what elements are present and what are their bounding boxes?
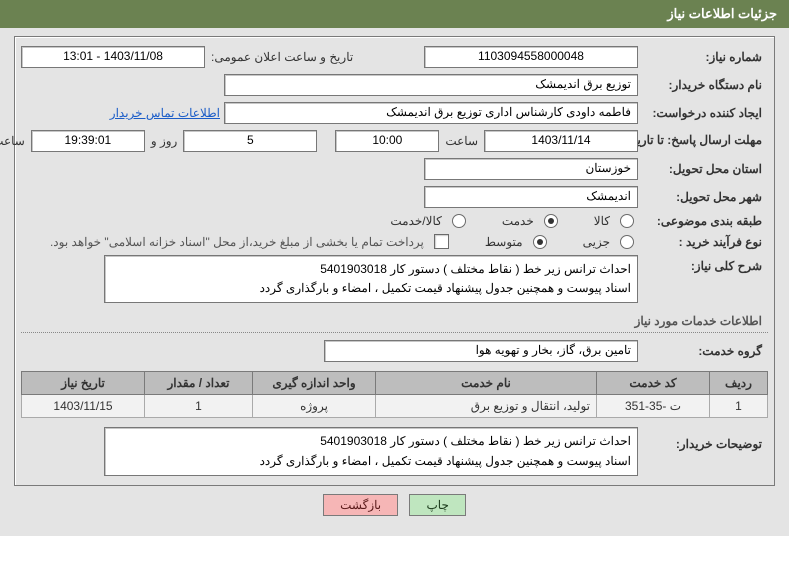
opt-goods: کالا — [588, 214, 616, 228]
th-code: کد خدمت — [597, 372, 710, 395]
opt-medium: متوسط — [479, 235, 529, 249]
radio-goods-service[interactable] — [452, 214, 466, 228]
checkbox-treasury[interactable] — [434, 234, 449, 249]
td-name: تولید، انتقال و توزیع برق — [376, 395, 597, 418]
days-label: روز و — [145, 134, 184, 148]
proc-type-label: نوع فرآیند خرید : — [638, 235, 768, 249]
announce-field: 1403/11/08 - 13:01 — [21, 46, 205, 68]
contact-link[interactable]: اطلاعات تماس خریدار — [106, 106, 224, 120]
radio-goods[interactable] — [620, 214, 634, 228]
deadline-date-field: 1403/11/14 — [484, 130, 638, 152]
row-requester: ایجاد کننده درخواست: فاطمه داودی کارشناس… — [21, 99, 768, 127]
main-panel: شماره نیاز: 1103094558000048 تاریخ و ساع… — [14, 36, 775, 486]
need-no-label: شماره نیاز: — [638, 50, 768, 64]
hour-field: 10:00 — [335, 130, 439, 152]
opt-minor: جزیی — [577, 235, 616, 249]
group-field: تامین برق، گاز، بخار و تهویه هوا — [324, 340, 638, 362]
td-unit: پروژه — [253, 395, 376, 418]
treasury-note: پرداخت تمام یا بخشی از مبلغ خرید،از محل … — [44, 235, 430, 249]
radio-minor[interactable] — [620, 235, 634, 249]
days-field: 5 — [183, 130, 317, 152]
th-qty: تعداد / مقدار — [145, 372, 253, 395]
buyer-note-field: احداث ترانس زیر خط ( نقاط مختلف ) دستور … — [104, 427, 638, 475]
page-root: جزئیات اطلاعات نیاز شماره نیاز: 11030945… — [0, 0, 789, 536]
deadline-label: مهلت ارسال پاسخ: تا تاریخ: — [638, 133, 768, 149]
desc-label: شرح کلی نیاز: — [638, 255, 768, 273]
row-desc: شرح کلی نیاز: احداث ترانس زیر خط ( نقاط … — [21, 252, 768, 306]
print-button[interactable]: چاپ — [409, 494, 465, 516]
row-province: استان محل تحویل: خوزستان — [21, 155, 768, 183]
row-service-group: گروه خدمت: تامین برق، گاز، بخار و تهویه … — [21, 337, 768, 365]
org-label: نام دستگاه خریدار: — [638, 78, 768, 92]
row-city: شهر محل تحویل: اندیمشک — [21, 183, 768, 211]
td-row: 1 — [710, 395, 768, 418]
back-button[interactable]: بازگشت — [323, 494, 398, 516]
announce-label: تاریخ و ساعت اعلان عمومی: — [205, 50, 359, 64]
row-need-number: شماره نیاز: 1103094558000048 تاریخ و ساع… — [21, 43, 768, 71]
group-label: گروه خدمت: — [638, 344, 768, 358]
title-bar: جزئیات اطلاعات نیاز — [0, 0, 789, 28]
opt-service: خدمت — [496, 214, 540, 228]
buyer-note-label: توضیحات خریدار: — [638, 427, 768, 451]
td-qty: 1 — [145, 395, 253, 418]
province-field: خوزستان — [424, 158, 638, 180]
opt-goods-service: کالا/خدمت — [384, 214, 447, 228]
remain-label: ساعت باقی مانده — [0, 134, 31, 148]
org-field: توزیع برق اندیمشک — [224, 74, 638, 96]
city-field: اندیمشک — [424, 186, 638, 208]
td-date: 1403/11/15 — [22, 395, 145, 418]
th-unit: واحد اندازه گیری — [253, 372, 376, 395]
services-table: ردیف کد خدمت نام خدمت واحد اندازه گیری ت… — [21, 371, 768, 418]
remain-time-field: 19:39:01 — [31, 130, 145, 152]
th-name: نام خدمت — [376, 372, 597, 395]
th-row: ردیف — [710, 372, 768, 395]
radio-service[interactable] — [544, 214, 558, 228]
hour-label: ساعت — [439, 134, 484, 148]
requester-field: فاطمه داودی کارشناس اداری توزیع برق اندی… — [224, 102, 638, 124]
province-label: استان محل تحویل: — [638, 162, 768, 176]
city-label: شهر محل تحویل: — [638, 190, 768, 204]
button-row: چاپ بازگشت — [0, 494, 789, 516]
desc-field: احداث ترانس زیر خط ( نقاط مختلف ) دستور … — [104, 255, 638, 303]
th-date: تاریخ نیاز — [22, 372, 145, 395]
row-deadline: مهلت ارسال پاسخ: تا تاریخ: 1403/11/14 سا… — [21, 127, 768, 155]
row-classification: طبقه بندی موضوعی: کالا خدمت کالا/خدمت — [21, 211, 768, 231]
table-header-row: ردیف کد خدمت نام خدمت واحد اندازه گیری ت… — [22, 372, 768, 395]
table-row: 1 ت -35-351 تولید، انتقال و توزیع برق پر… — [22, 395, 768, 418]
row-proc-type: نوع فرآیند خرید : جزیی متوسط پرداخت تمام… — [21, 231, 768, 252]
class-label: طبقه بندی موضوعی: — [638, 214, 768, 228]
radio-medium[interactable] — [533, 235, 547, 249]
section-services-head: اطلاعات خدمات مورد نیاز — [21, 310, 768, 333]
row-buyer-note: توضیحات خریدار: احداث ترانس زیر خط ( نقا… — [21, 424, 768, 478]
td-code: ت -35-351 — [597, 395, 710, 418]
requester-label: ایجاد کننده درخواست: — [638, 106, 768, 120]
need-no-field: 1103094558000048 — [424, 46, 638, 68]
row-org: نام دستگاه خریدار: توزیع برق اندیمشک — [21, 71, 768, 99]
